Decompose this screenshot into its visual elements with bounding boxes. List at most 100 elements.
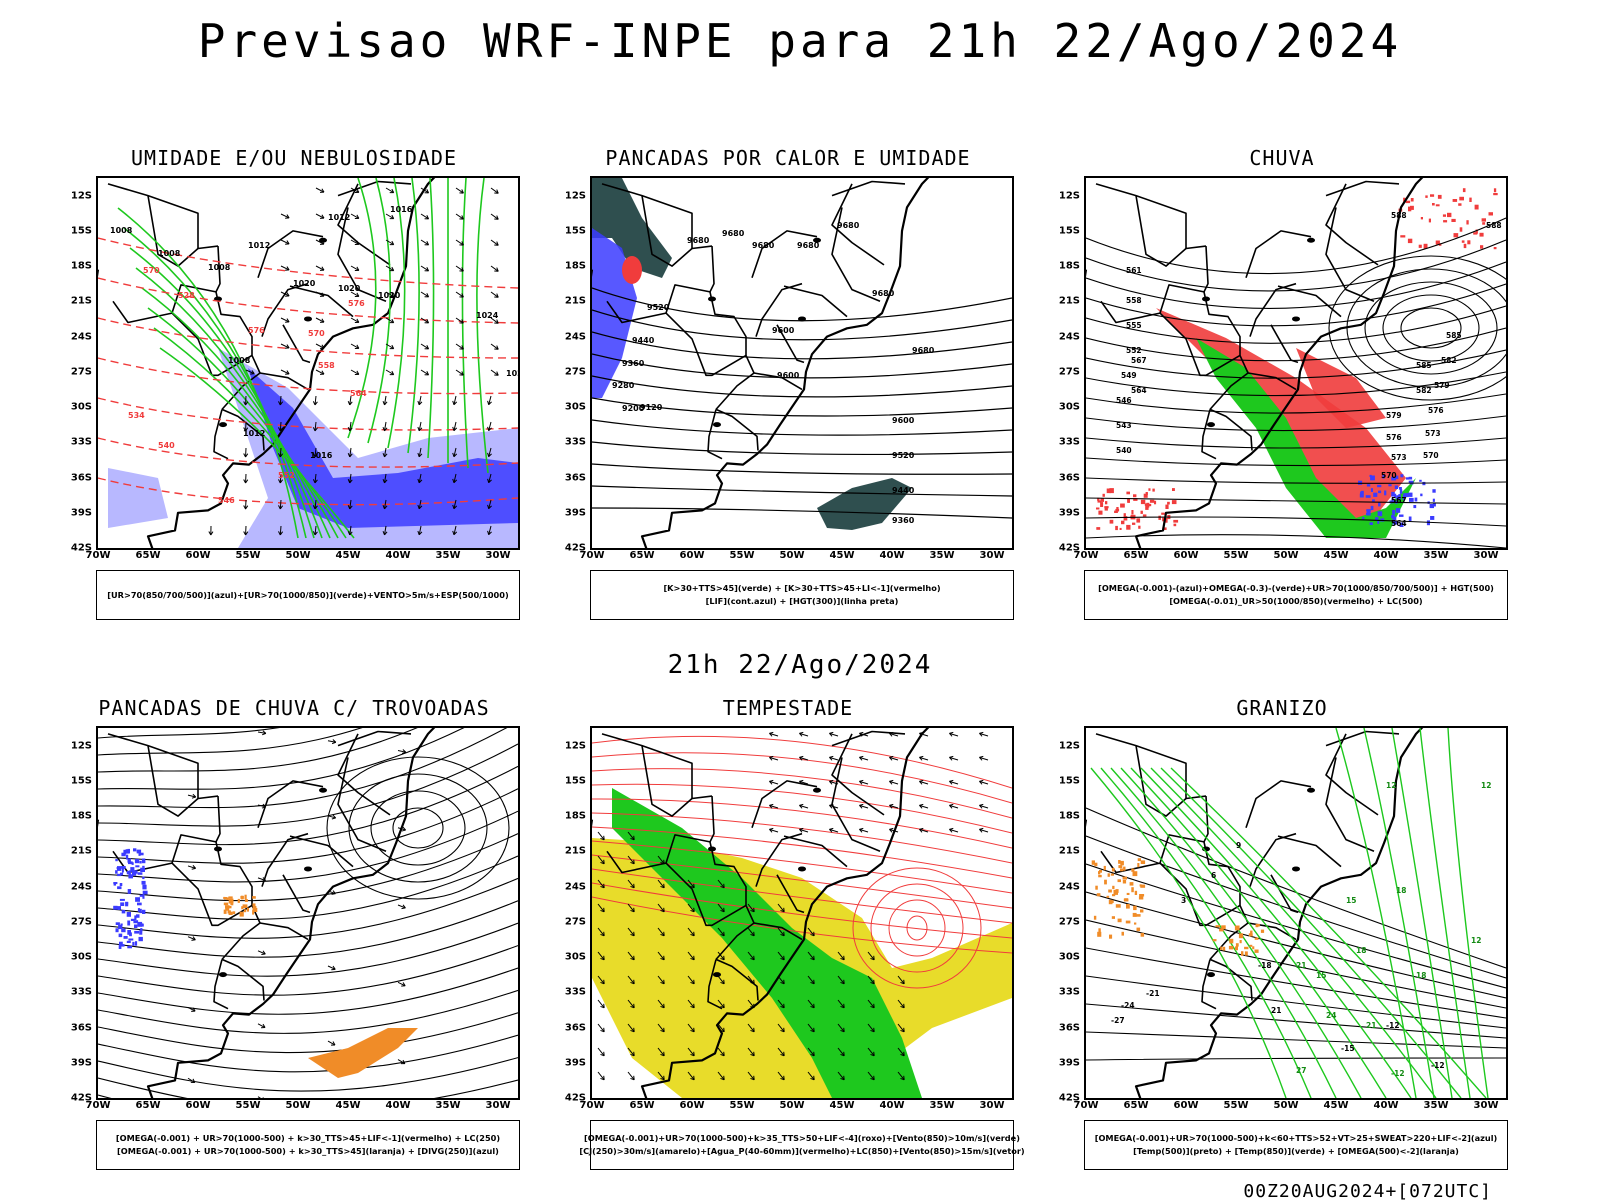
map-tempestade[interactable] [590, 726, 1014, 1100]
strong-omega-area [1097, 893, 1101, 896]
country-border [1246, 231, 1311, 278]
contour-label: 564 [1391, 519, 1407, 528]
rain-area [1141, 500, 1145, 504]
legend-line-1: [OMEGA(-0.001)+UR>70(1000-500)+k>35_TTS>… [584, 1132, 1020, 1145]
rain-area [1132, 523, 1135, 525]
divergence-area [122, 910, 126, 914]
contour-label: 561 [1126, 266, 1142, 275]
weak-omega-area [1409, 498, 1414, 502]
convection-area [240, 912, 244, 917]
divergence-area [124, 936, 128, 939]
lon-tick-label: 40W [1374, 550, 1399, 561]
weak-omega-area [1432, 489, 1435, 493]
weak-omega-area [1399, 515, 1404, 517]
divergence-area [136, 914, 140, 918]
rain-area [1451, 219, 1455, 222]
lon-tick-label: 30W [486, 550, 511, 561]
lat-tick-label: 39S [565, 1057, 586, 1068]
divergence-area [122, 869, 124, 873]
lon-tick-label: 35W [436, 550, 461, 561]
divergence-area [134, 925, 137, 929]
strong-omega-area [1123, 880, 1126, 884]
strong-omega-area [1126, 904, 1130, 909]
lat-tick-label: 30S [1059, 402, 1080, 413]
legend-line-2: [LIF](cont.azul) + [HGT(300)](linha pret… [706, 595, 899, 608]
contour-label: 588 [1391, 211, 1407, 220]
legend-line-1: [K>30+TTS>45](verde) + [K>30+TTS>45+LI<-… [663, 582, 940, 595]
lon-tick-label: 50W [780, 1100, 805, 1111]
geopotential-height-contour [592, 310, 1012, 340]
contour-label: 1012 [328, 213, 350, 222]
convection-area [224, 898, 229, 900]
strong-omega-area [1240, 940, 1242, 943]
lake-marker [1307, 788, 1315, 793]
divergence-area [140, 923, 142, 926]
rain-area [1126, 492, 1130, 495]
map-trovoadas[interactable] [96, 726, 520, 1100]
water-vapor-streamline [592, 769, 1012, 818]
lat-tick-label: 27S [71, 366, 92, 377]
lat-tick-label: 18S [1059, 261, 1080, 272]
country-border [214, 409, 228, 458]
thickness-contour [98, 358, 518, 394]
weak-omega-area [1372, 499, 1375, 501]
contour-label: 9520 [892, 451, 915, 460]
country-border [338, 182, 411, 196]
contour-label: 546 [218, 496, 235, 505]
strong-omega-area [1133, 871, 1138, 876]
weak-omega-area [1413, 505, 1416, 508]
lat-tick-label: 33S [1059, 437, 1080, 448]
convection-area [241, 906, 243, 909]
strong-omega-area [1235, 946, 1238, 950]
lake-marker [214, 846, 222, 851]
weak-omega-area [1399, 487, 1402, 490]
divergence-area [128, 939, 133, 941]
legend-line-1: [OMEGA(-0.001)+UR>70(1000-500)+k<60+TTS>… [1095, 1132, 1498, 1145]
lat-tick-label: 27S [71, 916, 92, 927]
rain-area [1165, 505, 1168, 509]
strong-omega-area [1116, 889, 1119, 893]
contour-label: 9680 [912, 346, 935, 355]
contour-label: -12 [1431, 1061, 1445, 1070]
rain-area [1144, 494, 1148, 498]
lake-marker [319, 788, 327, 793]
low-level-humidity-contour [368, 178, 390, 443]
strong-omega-area [1252, 946, 1254, 949]
contour-label: 1008 [158, 249, 181, 258]
country-border [832, 732, 905, 746]
contour-label: 18 [1396, 886, 1406, 895]
strong-omega-area [1138, 858, 1141, 861]
contour-label: 1012 [248, 241, 270, 250]
strong-omega-area [1236, 943, 1239, 946]
rain-area [1105, 508, 1108, 511]
lat-tick-label: 12S [1059, 740, 1080, 751]
lat-tick-label: 18S [71, 261, 92, 272]
lake-marker [798, 866, 806, 871]
contour-label: 573 [1425, 429, 1441, 438]
contour-label: 24 [1326, 1011, 1336, 1020]
contour-label: 9360 [622, 359, 645, 368]
strong-omega-area [1123, 877, 1127, 880]
contour-label: 570 [1381, 471, 1397, 480]
rain-area [1469, 198, 1471, 202]
streamline [98, 901, 518, 957]
lon-tick-label: 30W [486, 1100, 511, 1111]
contour-label: 570 [143, 266, 160, 275]
rain-area [1463, 188, 1466, 192]
convection-area [252, 903, 255, 906]
strong-omega-area [1139, 894, 1144, 897]
strong-omega-area [1255, 938, 1259, 940]
rain-area [1154, 501, 1156, 505]
weak-omega-area [1378, 491, 1381, 494]
contour-label: 576 [1386, 433, 1402, 442]
contour-label: 585 [1446, 331, 1462, 340]
contour-label: 540 [158, 441, 175, 450]
lon-tick-label: 60W [186, 1100, 211, 1111]
